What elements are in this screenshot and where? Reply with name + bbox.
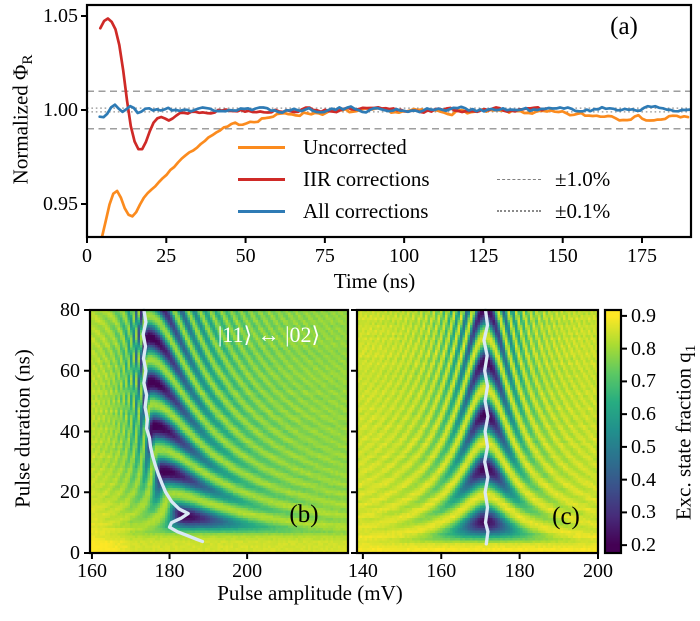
legend: Uncorrected IIR corrections All correcti… [238, 131, 430, 227]
legend-reference: ±1.0% ±0.1% [497, 163, 610, 227]
tick-label: 175 [627, 245, 657, 267]
tick-label: 160 [426, 560, 457, 582]
panel-label-b: (b) [289, 501, 319, 528]
legend-line-dashed [497, 178, 541, 180]
tick-label: 50 [235, 245, 256, 267]
colorbar-label: Exc. state fraction q1 [671, 344, 699, 521]
tick-label: 25 [156, 245, 177, 267]
tick-label: 1.00 [43, 99, 78, 121]
tick-label: 80 [60, 299, 80, 321]
tick-label: 0 [82, 245, 92, 267]
tick-label: 125 [468, 245, 499, 267]
legend-entry-iir: IIR corrections [238, 163, 430, 195]
legend-label-iir: IIR corrections [303, 166, 430, 191]
legend-line-dotted [497, 210, 541, 212]
legend-label-dashed: ±1.0% [555, 166, 611, 191]
legend-line-uncorrected [238, 145, 285, 149]
transition-annotation: |11⟩ ↔ |02⟩ [217, 322, 321, 347]
tick-label: 0 [70, 542, 80, 564]
tick-label: 0.95 [43, 193, 78, 215]
legend-label-dotted: ±0.1% [555, 198, 611, 223]
legend-entry-all: All corrections [238, 195, 430, 227]
tick-label: 0.8 [631, 337, 656, 360]
tick-label: 0.9 [631, 304, 656, 327]
tick-label: 40 [60, 420, 80, 443]
tick-label: 100 [389, 245, 420, 267]
colorbar [605, 310, 621, 553]
tick-label: 0.3 [631, 501, 656, 524]
legend-entry-dashed: ±1.0% [497, 163, 610, 195]
tick-label: 1.05 [43, 5, 78, 27]
legend-entry-uncorrected: Uncorrected [238, 131, 430, 163]
legend-line-all [238, 209, 285, 213]
tick-label: 75 [314, 245, 335, 267]
tick-label: 200 [232, 560, 263, 582]
tick-label: 140 [347, 560, 378, 582]
tick-label: 200 [583, 560, 613, 582]
tick-label: 60 [60, 359, 80, 382]
x-axis-label-bc: Pulse amplitude (mV) [217, 581, 403, 605]
tick-label: 0.2 [631, 534, 656, 557]
tick-label: 0.4 [631, 468, 656, 491]
legend-label-uncorrected: Uncorrected [303, 134, 407, 159]
legend-line-iir [238, 177, 285, 181]
tick-label: 0.6 [631, 403, 656, 426]
panel-label-a: (a) [610, 13, 638, 40]
legend-label-all: All corrections [303, 198, 429, 223]
x-axis-label-a: Time (ns) [333, 269, 416, 293]
tick-label: 160 [76, 560, 107, 582]
y-axis-label-b: Pulse duration (ns) [10, 349, 35, 508]
tick-label: 0.7 [631, 370, 656, 393]
tick-label: 20 [60, 481, 80, 504]
panel-label-c: (c) [552, 503, 580, 530]
tick-label: 0.5 [631, 435, 656, 458]
tick-label: 180 [504, 560, 535, 582]
tick-label: 150 [547, 245, 578, 267]
legend-entry-dotted: ±0.1% [497, 195, 610, 227]
tick-label: 180 [154, 560, 185, 582]
